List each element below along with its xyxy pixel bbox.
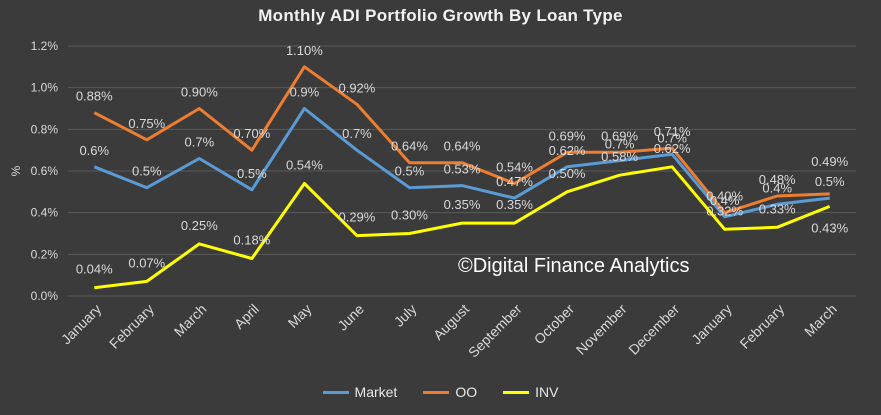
data-label-market: 0.5% [815, 174, 845, 189]
data-label-market: 0.47% [496, 174, 533, 189]
x-tick-label: July [391, 301, 420, 330]
series-line-inv [94, 165, 831, 290]
data-label-inv: 0.35% [444, 197, 481, 212]
legend-item-market: Market [322, 384, 398, 400]
x-tick-label: February [106, 301, 157, 352]
x-tick-label: January [58, 301, 105, 348]
data-label-oo: 0.69% [549, 128, 586, 143]
y-tick-label: 1.2% [31, 39, 59, 53]
data-label-market: 0.5% [395, 164, 425, 179]
data-label-market: 0.7% [657, 130, 687, 145]
data-label-market: 0.6% [79, 143, 109, 158]
data-label-inv: 0.07% [128, 255, 165, 270]
y-tick-label: 0.2% [31, 247, 59, 261]
data-label-inv: 0.35% [496, 197, 533, 212]
data-label-oo: 0.64% [391, 139, 428, 154]
data-label-inv: 0.32% [706, 203, 743, 218]
legend-item-inv: INV [503, 384, 558, 400]
data-label-oo: 0.64% [444, 139, 481, 154]
data-label-oo: 0.54% [496, 160, 533, 175]
data-label-inv: 0.30% [391, 208, 428, 223]
data-label-oo: 0.70% [233, 126, 270, 141]
data-label-oo: 0.71% [654, 124, 691, 139]
data-label-oo: 1.10% [286, 43, 323, 58]
data-label-market: 0.5% [237, 166, 267, 181]
legend-swatch-market [322, 390, 349, 394]
y-tick-label: 0.8% [31, 122, 59, 136]
y-tick-label: 1.0% [31, 81, 59, 95]
data-label-market: 0.7% [605, 137, 635, 152]
x-tick-label: February [736, 301, 787, 352]
legend-swatch-oo [423, 390, 450, 394]
x-tick-label: October [531, 301, 578, 348]
data-label-inv: 0.04% [76, 262, 113, 277]
series-line-oo [93, 65, 830, 215]
data-label-inv: 0.54% [286, 158, 323, 173]
y-axis-label: % [9, 165, 23, 176]
x-tick-label: March [171, 301, 210, 340]
series-line-market [93, 107, 830, 219]
data-label-inv: 0.50% [549, 166, 586, 181]
data-label-oo: 0.90% [181, 85, 218, 100]
data-label-oo: 0.49% [811, 154, 848, 169]
data-label-market: 0.53% [444, 162, 481, 177]
data-label-inv: 0.43% [811, 220, 848, 235]
legend-label-market: Market [354, 384, 398, 400]
x-tick-label: April [231, 301, 262, 332]
x-tick-label: September [465, 301, 525, 361]
legend-label-oo: OO [455, 384, 478, 400]
data-label-market: 0.62% [549, 143, 586, 158]
data-label-oo: 0.88% [76, 89, 113, 104]
data-label-inv: 0.18% [233, 233, 270, 248]
data-label-oo: 0.48% [759, 172, 796, 187]
x-tick-label: January [688, 301, 735, 348]
legend: Market OO INV [0, 384, 881, 400]
data-label-oo: 0.92% [338, 80, 375, 95]
chart-title: Monthly ADI Portfolio Growth By Loan Typ… [258, 6, 623, 25]
x-tick-label: November [573, 301, 630, 358]
y-tick-label: 0.4% [31, 206, 59, 220]
data-label-inv: 0.29% [338, 210, 375, 225]
data-label-market: 0.9% [290, 85, 320, 100]
legend-item-oo: OO [423, 384, 477, 400]
data-label-oo: 0.75% [128, 116, 165, 131]
data-label-market: 0.7% [185, 135, 215, 150]
legend-label-inv: INV [535, 384, 559, 400]
x-tick-label: May [285, 301, 315, 331]
data-label-inv: 0.33% [759, 201, 796, 216]
data-label-oo: 0.69% [601, 128, 638, 143]
data-label-market: 0.4% [710, 193, 740, 208]
data-label-market: 0.5% [132, 164, 162, 179]
x-tick-label: March [801, 301, 840, 340]
data-label-inv: 0.62% [654, 141, 691, 156]
y-tick-label: 0.0% [31, 289, 59, 303]
legend-swatch-inv [503, 390, 530, 394]
watermark: ©Digital Finance Analytics [458, 255, 690, 277]
x-tick-label: June [334, 301, 367, 334]
data-label-oo: 0.40% [706, 189, 743, 204]
data-label-market: 0.7% [342, 126, 372, 141]
x-tick-label: August [430, 301, 472, 343]
data-label-inv: 0.25% [181, 218, 218, 233]
data-label-market: 0.4% [762, 180, 792, 195]
x-tick-label: December [625, 301, 682, 358]
y-tick-label: 0.6% [31, 164, 59, 178]
data-label-inv: 0.58% [601, 149, 638, 164]
